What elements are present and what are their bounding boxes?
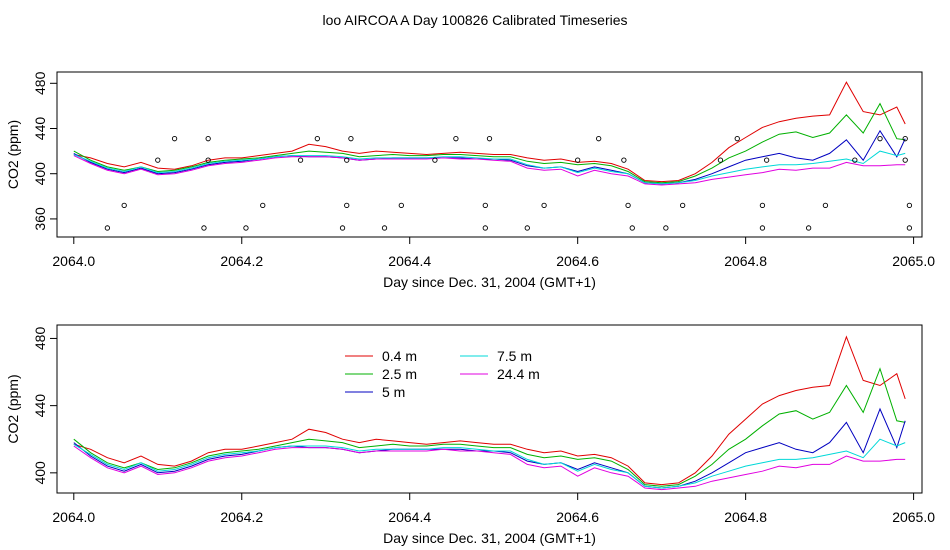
data-point-marker: [155, 157, 161, 163]
data-point-marker: [344, 202, 350, 209]
data-point-marker: [314, 136, 320, 142]
data-point-marker: [852, 157, 858, 163]
data-point-marker: [822, 202, 829, 209]
data-point-marker: [902, 136, 908, 142]
series-line-5-m: [73, 129, 906, 185]
y-tick-label: 400: [32, 461, 48, 485]
legend-label: 24.4 m: [497, 366, 540, 382]
series-line-0-4-m: [73, 335, 906, 486]
data-point-marker: [621, 157, 627, 163]
y-axis-label: CO2 (ppm): [5, 374, 21, 443]
data-point-marker: [344, 157, 350, 163]
data-point-marker: [482, 225, 488, 231]
data-point-marker: [629, 225, 635, 231]
x-tick-label: 2064.4: [388, 253, 431, 269]
data-point-marker: [717, 157, 724, 163]
x-tick-label: 2064.6: [556, 253, 599, 269]
series-line-7-5-m: [73, 438, 906, 489]
data-point-marker: [906, 225, 913, 231]
data-point-marker: [297, 157, 304, 163]
data-point-marker: [381, 225, 388, 231]
series-line-2-5-m: [73, 367, 906, 487]
data-point-marker: [759, 202, 766, 209]
legend-label: 2.5 m: [382, 366, 417, 382]
data-point-marker: [596, 136, 602, 142]
data-point-marker: [348, 136, 354, 142]
plot-frame: [56, 71, 923, 238]
legend-label: 5 m: [382, 384, 405, 400]
x-tick-label: 2064.0: [52, 253, 95, 269]
series-line-24-4-m: [73, 445, 906, 491]
series-line-7-5-m: [73, 150, 906, 185]
data-point-marker: [663, 225, 669, 231]
data-point-marker: [906, 202, 913, 209]
series-group: [73, 335, 906, 491]
x-tick-label: 2064.4: [388, 509, 431, 525]
data-point-marker: [121, 202, 127, 209]
top-panel: 2064.0 2064.2 2064.4 2064.6 2064.8 2065.0 360 4…: [5, 71, 935, 290]
data-point-marker: [805, 225, 812, 231]
x-tick-label: 2064.6: [556, 509, 599, 525]
data-point-marker: [453, 136, 459, 142]
x-tick-label: 2064.8: [724, 253, 767, 269]
data-point-marker: [104, 225, 111, 231]
data-point-marker: [398, 202, 404, 209]
data-point-marker: [524, 225, 530, 231]
series-line-0-4-m: [73, 81, 906, 183]
y-tick-label: 360: [32, 207, 48, 231]
data-point-marker: [171, 136, 178, 142]
legend-label: 0.4 m: [382, 348, 417, 364]
chart-title: loo AIRCOA A Day 100826 Calibrated Times…: [322, 12, 627, 28]
data-point-marker: [432, 157, 438, 163]
data-point-marker: [759, 225, 766, 231]
data-point-marker: [205, 157, 211, 163]
data-point-marker: [260, 202, 266, 209]
data-point-marker: [575, 157, 581, 163]
data-point-marker: [625, 202, 631, 209]
y-tick-label: 480: [32, 71, 48, 95]
x-tick-label: 2064.2: [220, 253, 263, 269]
data-point-marker: [763, 157, 770, 163]
data-point-marker: [680, 202, 686, 209]
x-tick-label: 2065.0: [892, 253, 935, 269]
y-axis-label: CO2 (ppm): [5, 120, 21, 189]
plot-frame: [56, 324, 923, 494]
series-group: [73, 81, 906, 186]
data-point-marker: [877, 136, 883, 142]
y-tick-label: 480: [32, 327, 48, 351]
x-tick-label: 2065.0: [892, 509, 935, 525]
series-line-2-5-m: [73, 102, 906, 184]
y-tick-label: 400: [32, 162, 48, 186]
x-tick-label: 2064.2: [220, 509, 263, 525]
series-line-5-m: [73, 407, 906, 489]
data-point-marker: [243, 225, 249, 231]
data-point-marker: [486, 136, 493, 142]
data-point-marker: [734, 136, 740, 142]
data-point-marker: [541, 202, 547, 209]
y-tick-label: 440: [32, 394, 48, 418]
data-point-marker: [201, 225, 207, 231]
x-axis-label: Day since Dec. 31, 2004 (GMT+1): [383, 274, 596, 290]
y-tick-label: 440: [32, 117, 48, 141]
data-point-marker: [205, 136, 211, 142]
x-axis-label: Day since Dec. 31, 2004 (GMT+1): [383, 530, 596, 546]
data-point-marker: [902, 157, 908, 163]
data-point-marker: [339, 225, 346, 231]
legend-label: 7.5 m: [497, 348, 532, 364]
data-point-marker: [482, 202, 488, 209]
series-line-24-4-m: [73, 155, 906, 186]
x-tick-label: 2064.8: [724, 509, 767, 525]
bottom-panel: 2064.0 2064.2 2064.4 2064.6 2064.8 2065.0 400 4…: [5, 324, 935, 546]
x-tick-label: 2064.0: [52, 509, 95, 525]
